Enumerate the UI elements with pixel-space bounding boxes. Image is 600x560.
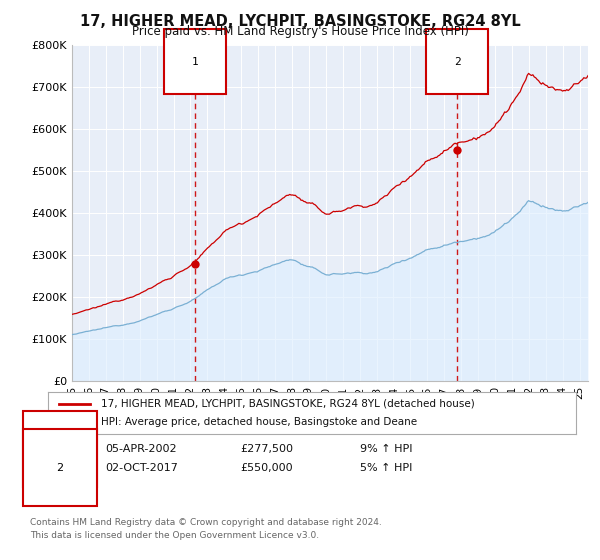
Text: 05-APR-2002: 05-APR-2002: [105, 444, 176, 454]
Text: 1: 1: [56, 444, 64, 454]
Text: 17, HIGHER MEAD, LYCHPIT, BASINGSTOKE, RG24 8YL (detached house): 17, HIGHER MEAD, LYCHPIT, BASINGSTOKE, R…: [101, 399, 475, 409]
Text: Price paid vs. HM Land Registry's House Price Index (HPI): Price paid vs. HM Land Registry's House …: [131, 25, 469, 38]
Text: £277,500: £277,500: [240, 444, 293, 454]
Text: 17, HIGHER MEAD, LYCHPIT, BASINGSTOKE, RG24 8YL: 17, HIGHER MEAD, LYCHPIT, BASINGSTOKE, R…: [80, 14, 520, 29]
Text: Contains HM Land Registry data © Crown copyright and database right 2024.
This d: Contains HM Land Registry data © Crown c…: [30, 519, 382, 540]
Text: 2: 2: [56, 463, 64, 473]
Text: 02-OCT-2017: 02-OCT-2017: [105, 463, 178, 473]
Text: £550,000: £550,000: [240, 463, 293, 473]
Text: 9% ↑ HPI: 9% ↑ HPI: [360, 444, 413, 454]
Text: 2: 2: [454, 57, 460, 67]
Text: HPI: Average price, detached house, Basingstoke and Deane: HPI: Average price, detached house, Basi…: [101, 417, 417, 427]
Text: 5% ↑ HPI: 5% ↑ HPI: [360, 463, 412, 473]
Text: 1: 1: [191, 57, 199, 67]
